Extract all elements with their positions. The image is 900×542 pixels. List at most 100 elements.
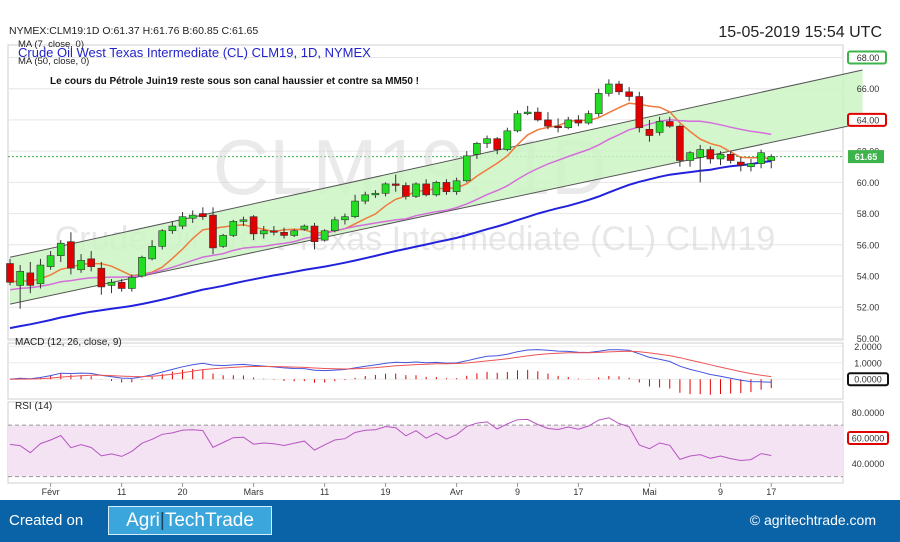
ma50-line bbox=[9, 160, 772, 330]
rsi-line bbox=[9, 417, 772, 462]
macd-line bbox=[9, 349, 772, 383]
candle-body bbox=[138, 256, 146, 277]
candle-body bbox=[219, 235, 227, 247]
candle-body bbox=[300, 225, 309, 230]
candle-body bbox=[574, 119, 583, 124]
quote-header: NYMEX:CLM19:1D O:61.37 H:61.76 B:60.85 C… bbox=[9, 25, 258, 37]
candle-body bbox=[493, 138, 502, 150]
macd-axis-highlight-box bbox=[847, 372, 889, 387]
price-axis-tick-label: 52.00 bbox=[857, 303, 880, 313]
candle-body bbox=[757, 152, 765, 164]
candle-body bbox=[452, 180, 461, 193]
ma20-line bbox=[9, 119, 772, 291]
candle-body bbox=[767, 156, 776, 161]
candle-body bbox=[747, 163, 755, 168]
candle-body bbox=[381, 183, 390, 194]
chart-comment: Le cours du Pétrole Juin19 reste sous so… bbox=[50, 76, 419, 87]
candle-body bbox=[6, 263, 14, 283]
candle-body bbox=[412, 183, 420, 197]
ma50-legend: MA (50, close, 0) bbox=[18, 56, 89, 67]
channel-upper-line bbox=[9, 69, 863, 258]
logo-right: TechTrade bbox=[164, 510, 254, 531]
x-axis-label: 19 bbox=[381, 487, 391, 497]
candle-body bbox=[158, 230, 167, 247]
candle-body bbox=[473, 143, 481, 155]
chart-title: Crude Oil West Texas Intermediate (CL) C… bbox=[18, 45, 371, 60]
candle-body bbox=[716, 153, 725, 160]
candle-body bbox=[87, 258, 95, 267]
candle-body bbox=[686, 152, 694, 161]
price-axis-tick-label: 50.00 bbox=[857, 334, 880, 344]
agritechtrade-logo[interactable]: Agri|TechTrade bbox=[108, 506, 272, 535]
price-axis: 68.0066.0064.0062.0060.0058.0056.0054.00… bbox=[42, 50, 889, 497]
x-axis-label: Avr bbox=[450, 487, 463, 497]
x-axis-label: 20 bbox=[178, 487, 188, 497]
candle-body bbox=[594, 93, 603, 114]
candle-body bbox=[310, 225, 319, 242]
last-price-box bbox=[848, 150, 884, 164]
candle-body bbox=[26, 272, 35, 286]
candle-body bbox=[56, 242, 65, 257]
candle-body bbox=[726, 153, 735, 161]
moving-averages bbox=[9, 102, 772, 330]
candle-body bbox=[320, 230, 329, 241]
ma7-line bbox=[9, 102, 772, 283]
candle-body bbox=[655, 121, 664, 133]
rsi-axis-highlight-box bbox=[847, 431, 889, 445]
candle-body bbox=[523, 111, 532, 114]
candle-body bbox=[483, 138, 491, 144]
candle-body bbox=[533, 111, 542, 121]
candle-body bbox=[645, 128, 654, 136]
logo-left: Agri bbox=[126, 510, 160, 531]
site-copyright[interactable]: © agritechtrade.com bbox=[749, 512, 876, 528]
price-panel-frame bbox=[7, 44, 844, 341]
candle-body bbox=[696, 149, 705, 158]
macd-axis-tick-label: 1.0000 bbox=[854, 358, 882, 368]
x-axis-label: 9 bbox=[515, 487, 520, 497]
macd-panel bbox=[9, 349, 772, 395]
candle-body bbox=[249, 216, 258, 235]
candle-body bbox=[270, 230, 278, 233]
candle-body bbox=[615, 83, 623, 93]
candle-body bbox=[554, 125, 562, 129]
candle-body bbox=[665, 121, 674, 127]
candle-body bbox=[67, 241, 75, 269]
candle-body bbox=[503, 130, 512, 150]
chart-datetime: 15-05-2019 15:54 UTC bbox=[718, 24, 882, 41]
price-chart: CLM19, 1D Crude Oil West Texas Intermedi… bbox=[6, 24, 889, 497]
candle-body bbox=[259, 230, 268, 235]
x-axis-label: Mai bbox=[642, 487, 657, 497]
candles bbox=[6, 79, 776, 309]
candle-body bbox=[107, 281, 116, 286]
price-axis-highlight-box bbox=[847, 50, 887, 65]
candle-body bbox=[351, 200, 359, 217]
candle-body bbox=[625, 91, 633, 97]
x-axis-label: 11 bbox=[117, 487, 126, 497]
ma7-legend: MA (7, close, 0) bbox=[18, 39, 84, 50]
price-axis-highlight-box bbox=[847, 112, 887, 127]
candle-body bbox=[361, 194, 370, 202]
macd-axis-tick-label: 2.0000 bbox=[854, 342, 882, 352]
candle-body bbox=[432, 182, 441, 196]
candle-body bbox=[46, 255, 55, 267]
candle-body bbox=[402, 185, 410, 197]
candle-body bbox=[178, 216, 187, 227]
candle-body bbox=[199, 213, 207, 217]
rsi-band bbox=[8, 425, 843, 477]
candle-body bbox=[462, 155, 471, 182]
candle-body bbox=[736, 161, 745, 166]
candle-body bbox=[371, 192, 380, 196]
candle-body bbox=[605, 83, 613, 94]
candle-body bbox=[229, 221, 238, 236]
candle-body bbox=[16, 271, 24, 286]
candle-body bbox=[117, 281, 126, 289]
candle-body bbox=[290, 230, 299, 236]
macd-axis-tick-label: 0.0000 bbox=[854, 375, 882, 385]
macd-signal-line bbox=[9, 350, 772, 380]
price-axis-tick-label: 60.00 bbox=[857, 178, 880, 188]
x-axis-label: 9 bbox=[718, 487, 723, 497]
logo-separator: | bbox=[159, 510, 165, 531]
x-axis-label: 11 bbox=[320, 487, 329, 497]
price-axis-tick-label: 66.00 bbox=[857, 84, 880, 94]
candle-body bbox=[239, 219, 248, 222]
